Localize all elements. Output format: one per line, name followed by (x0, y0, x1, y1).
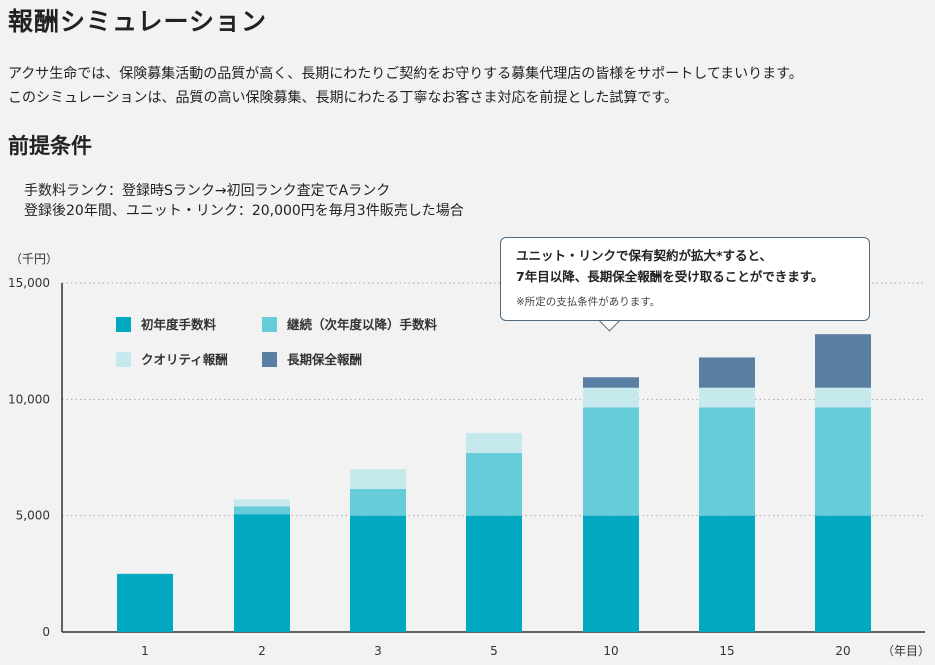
callout-note: ※所定の支払条件があります。 (516, 296, 661, 308)
intro-text: アクサ生命では、保険募集活動の品質が高く、長期にわたりご契約をお守りする募集代理… (8, 62, 803, 110)
bar-segment-quality (815, 387, 871, 408)
page-title: 報酬シミュレーション (8, 7, 268, 36)
legend-item-renewal: 継続（次年度以降）手数料 (262, 314, 437, 333)
bar-segment-quality (583, 387, 639, 408)
callout-bubble: ユニット・リンクで保有契約が拡大*すると、 7年目以降、長期保全報酬を受け取るこ… (500, 237, 870, 332)
x-tick-label: 3 (374, 644, 382, 658)
x-tick-label: 2 (258, 644, 266, 658)
callout-line-1: ユニット・リンクで保有契約が拡大*すると、 (516, 248, 773, 263)
x-axis-unit-label: （年目） (882, 644, 930, 658)
reward-chart: （千円） 0 5,000 10,000 15,000 1 2 3 5 10 15 20 （年目） (8, 252, 930, 658)
intro-line-2: このシミュレーションは、品質の高い保険募集、長期にわたる丁寧なお客さま対応を前提… (8, 90, 679, 106)
bar-segment-first_year (234, 514, 290, 632)
bar-segment-quality (699, 387, 755, 408)
condition-item-2: 登録後20年間、ユニット・リンク：20,000円を毎月3件販売した場合 (24, 203, 464, 219)
legend-item-first-year: 初年度手数料 (116, 314, 216, 333)
bar-segment-quality (234, 499, 290, 507)
bar-segment-long_term (583, 377, 639, 388)
bar-segment-long_term (815, 334, 871, 388)
bar-segment-first_year (815, 515, 871, 632)
bar-segment-renewal (815, 407, 871, 516)
y-tick-label: 10,000 (8, 392, 50, 406)
bar-segment-quality (350, 469, 406, 489)
callout-box (500, 237, 870, 321)
legend-swatch-first-year (116, 317, 131, 332)
bar-segment-first_year (350, 515, 406, 632)
legend-item-long-term: 長期保全報酬 (262, 349, 362, 368)
y-axis-unit-label: （千円） (10, 252, 58, 266)
y-tick-label: 5,000 (16, 509, 50, 523)
bar-segment-renewal (234, 506, 290, 515)
bar-segment-renewal (583, 407, 639, 516)
bar-segment-quality (466, 433, 522, 453)
legend-swatch-quality (116, 352, 131, 367)
bar-segment-first_year (699, 515, 755, 632)
bar-segment-renewal (350, 488, 406, 516)
x-tick-label: 1 (141, 644, 149, 658)
x-tick-label: 20 (835, 644, 850, 658)
x-tick-label: 10 (603, 644, 618, 658)
condition-item-1: 手数料ランク：登録時Sランク→初回ランク査定でAランク (24, 183, 391, 199)
bar-segment-renewal (466, 452, 522, 516)
conditions-list: 手数料ランク：登録時Sランク→初回ランク査定でAランク 登録後20年間、ユニット… (24, 181, 464, 221)
legend-label-long-term: 長期保全報酬 (287, 352, 363, 367)
bar-segment-renewal (699, 407, 755, 516)
legend-label-renewal: 継続（次年度以降）手数料 (287, 317, 438, 332)
legend-swatch-renewal (262, 317, 277, 332)
legend-label-quality: クオリティ報酬 (141, 352, 228, 367)
x-tick-label: 15 (719, 644, 734, 658)
legend-swatch-long-term (262, 352, 277, 367)
bar-segment-first_year (466, 515, 522, 632)
bar-segment-first_year (117, 573, 173, 632)
intro-line-1: アクサ生命では、保険募集活動の品質が高く、長期にわたりご契約をお守りする募集代理… (8, 66, 803, 82)
callout-line-2: 7年目以降、長期保全報酬を受け取ることができます。 (516, 269, 824, 284)
conditions-heading: 前提条件 (8, 134, 92, 158)
callout-text: ユニット・リンクで保有契約が拡大*すると、 7年目以降、長期保全報酬を受け取るこ… (516, 245, 823, 287)
legend-label-first-year: 初年度手数料 (141, 317, 217, 332)
legend-item-quality: クオリティ報酬 (116, 349, 228, 368)
y-tick-label: 0 (42, 625, 50, 639)
bar-segment-first_year (583, 515, 639, 632)
x-tick-label: 5 (490, 644, 498, 658)
y-tick-label: 15,000 (8, 276, 50, 290)
bar-segment-long_term (699, 357, 755, 388)
